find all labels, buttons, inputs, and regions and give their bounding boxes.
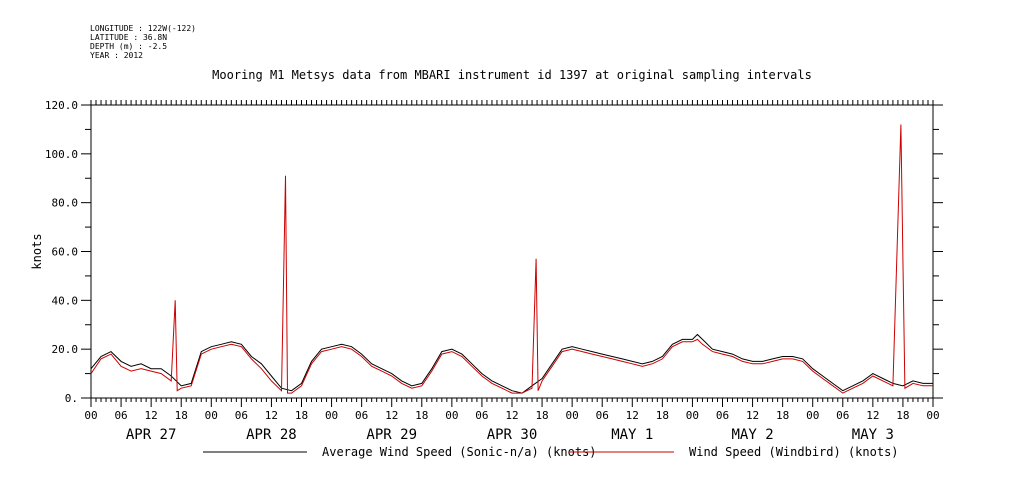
day-label: APR 30: [487, 427, 538, 443]
metadata-line-latitude: LATITUDE : 36.8N: [90, 33, 167, 42]
x-tick-label: 18: [295, 409, 308, 422]
series-line-0: [90, 333, 933, 394]
x-tick-label: 18: [656, 409, 669, 422]
x-tick-label: 12: [145, 409, 158, 422]
x-tick-label: 12: [866, 409, 879, 422]
x-tick-label: 06: [355, 409, 368, 422]
x-tick-label: 18: [415, 409, 428, 422]
legend-label-0: Average Wind Speed (Sonic-n/a) (knots): [322, 445, 597, 459]
y-tick-label: 40.0: [52, 294, 79, 307]
x-tick-label: 00: [84, 409, 97, 422]
x-tick-label: 00: [926, 409, 939, 422]
x-tick-label: 12: [746, 409, 759, 422]
plot-frame: [90, 104, 934, 399]
day-label: APR 28: [246, 427, 297, 443]
x-tick-label: 18: [776, 409, 789, 422]
y-tick-label: 60.0: [52, 246, 79, 259]
metadata-block: LONGITUDE : 122W(-122) LATITUDE : 36.8N …: [90, 24, 196, 60]
x-tick-label: 18: [535, 409, 548, 422]
x-tick-label: 12: [385, 409, 398, 422]
x-tick-label: 18: [896, 409, 909, 422]
metadata-line-depth: DEPTH (m) : -2.5: [90, 42, 167, 51]
series-line-1: [90, 124, 933, 394]
x-tick-label: 06: [114, 409, 127, 422]
x-tick-label: 00: [445, 409, 458, 422]
x-tick-label: 00: [205, 409, 218, 422]
y-tick-label: 20.0: [52, 343, 79, 356]
x-tick-label: 12: [505, 409, 518, 422]
day-label: MAY 2: [731, 427, 773, 443]
series-layer: [90, 124, 933, 394]
legend-label-1: Wind Speed (Windbird) (knots): [689, 445, 899, 459]
x-tick-label: 00: [325, 409, 338, 422]
x-tick-label: 00: [806, 409, 819, 422]
metadata-line-longitude: LONGITUDE : 122W(-122): [90, 24, 196, 33]
x-tick-label: 06: [716, 409, 729, 422]
legend: Average Wind Speed (Sonic-n/a) (knots) Wi…: [203, 445, 899, 459]
y-tick-label: 100.0: [45, 148, 78, 161]
x-tick-label: 06: [235, 409, 248, 422]
y-tick-label: 80.0: [52, 197, 79, 210]
plot-axes: 0. 20.0 40.0 60.0 80.0 100.0 120.0 00 06 12 18 00 06…: [30, 99, 943, 443]
x-tick-label: 00: [686, 409, 699, 422]
y-axis-label: knots: [30, 233, 44, 269]
metadata-line-year: YEAR : 2012: [90, 51, 143, 60]
x-tick-label: 18: [175, 409, 188, 422]
x-tick-label: 00: [566, 409, 579, 422]
day-label: MAY 1: [611, 427, 653, 443]
chart-title: Mooring M1 Metsys data from MBARI instru…: [212, 68, 812, 82]
x-tick-label: 06: [836, 409, 849, 422]
y-tick-label: 0.: [65, 392, 78, 405]
x-tick-label: 06: [475, 409, 488, 422]
x-tick-label: 06: [596, 409, 609, 422]
x-tick-label: 12: [265, 409, 278, 422]
day-label: MAY 3: [852, 427, 894, 443]
day-label: APR 29: [366, 427, 417, 443]
x-tick-label: 12: [626, 409, 639, 422]
day-label: APR 27: [126, 427, 177, 443]
y-tick-label: 120.0: [45, 99, 78, 112]
